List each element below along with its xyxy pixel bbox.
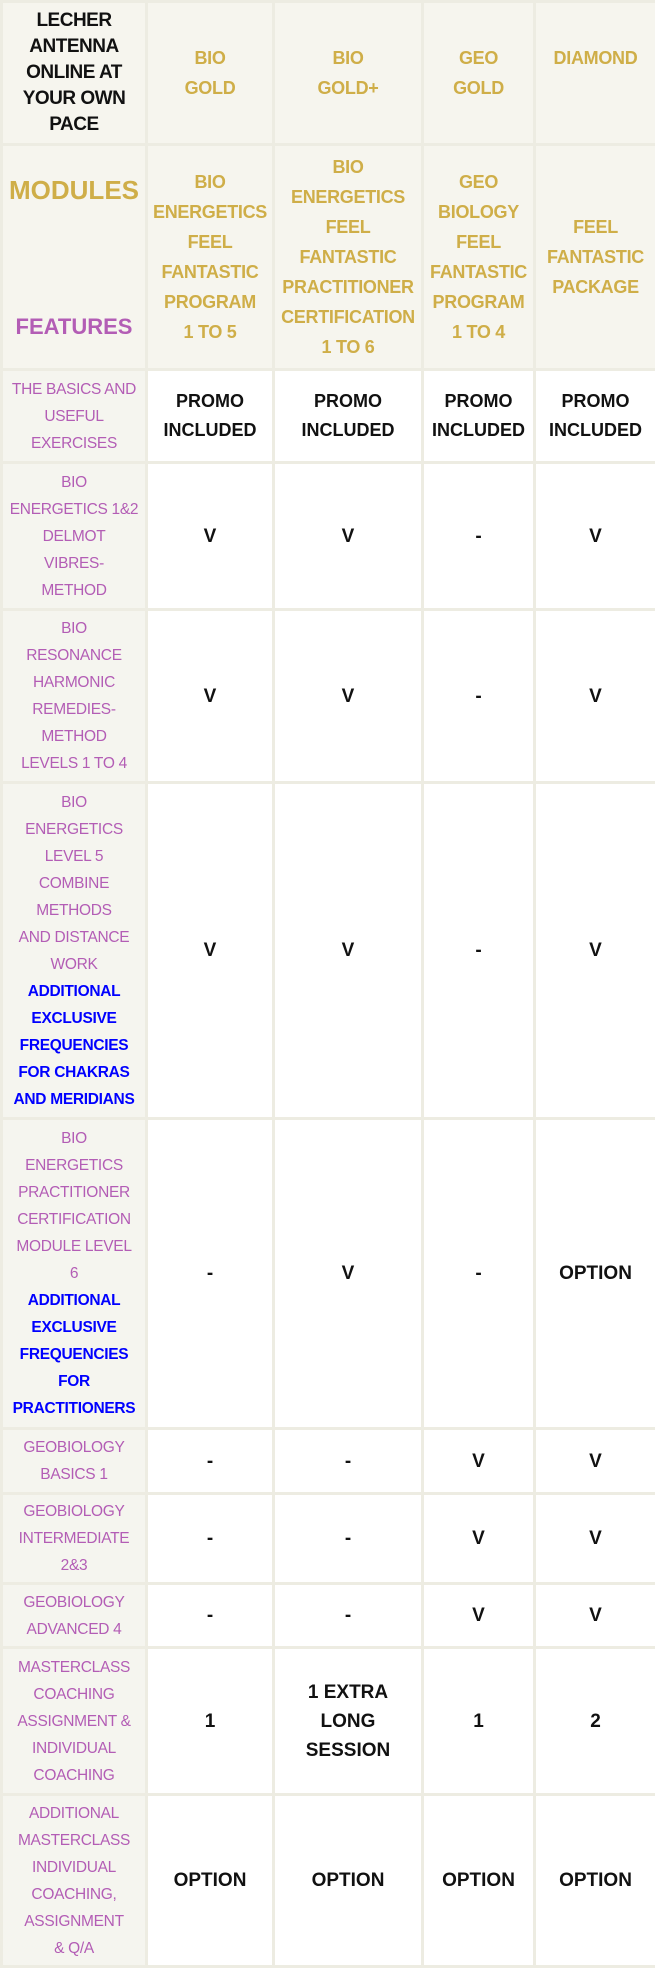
feature-value: PROMO INCLUDED (424, 371, 533, 461)
feature-value: PROMO INCLUDED (148, 371, 272, 461)
feature-value: - (148, 1495, 272, 1582)
feature-value: V (148, 611, 272, 781)
plan-bio-gold: BIO GOLD (148, 3, 272, 143)
feature-label-text: GEOBIOLOGY INTERMEDIATE 2&3 (18, 1503, 130, 1574)
feature-value: V (536, 1585, 655, 1646)
feature-extra-text: ADDITIONAL EXCLUSIVE FREQUENCIES FOR CHA… (13, 982, 135, 1108)
feature-value: V (148, 784, 272, 1117)
feature-value: V (536, 611, 655, 781)
table-title: LECHER ANTENNA ONLINE AT YOUR OWN PACE (3, 3, 145, 143)
feature-row: BIO ENERGETICS PRACTITIONER CERTIFICATIO… (3, 1120, 655, 1427)
feature-value: V (275, 464, 421, 608)
feature-value: - (148, 1430, 272, 1492)
feature-label: GEOBIOLOGY INTERMEDIATE 2&3 (3, 1495, 145, 1582)
plan-diamond: DIAMOND (536, 3, 655, 143)
feature-extra-text: ADDITIONAL EXCLUSIVE FREQUENCIES FOR PRA… (12, 1292, 136, 1417)
feature-row: BIO RESONANCE HARMONIC REMEDIES- METHOD … (3, 611, 655, 781)
feature-value: 2 (536, 1649, 655, 1793)
feature-value: V (148, 464, 272, 608)
feature-value: 1 (424, 1649, 533, 1793)
feature-label-text: GEOBIOLOGY BASICS 1 (23, 1439, 125, 1483)
feature-value: OPTION (424, 1796, 533, 1965)
feature-value: - (424, 611, 533, 781)
feature-value: V (275, 784, 421, 1117)
feature-label: BIO RESONANCE HARMONIC REMEDIES- METHOD … (3, 611, 145, 781)
feature-value: V (424, 1430, 533, 1492)
feature-label: THE BASICS AND USEFUL EXERCISES (3, 371, 145, 461)
feature-row: MASTERCLASS COACHING ASSIGNMENT & INDIVI… (3, 1649, 655, 1793)
module-cell: BIO ENERGETICS FEEL FANTASTIC PROGRAM 1 … (148, 146, 272, 368)
feature-label: GEOBIOLOGY BASICS 1 (3, 1430, 145, 1492)
feature-value: - (424, 464, 533, 608)
feature-value: V (536, 464, 655, 608)
feature-value: - (148, 1585, 272, 1646)
modules-label: MODULES (9, 174, 139, 205)
feature-label-text: BIO ENERGETICS 1&2 DELMOT VIBRES- METHOD (9, 473, 139, 599)
feature-value: 1 EXTRA LONG SESSION (275, 1649, 421, 1793)
feature-label-text: BIO RESONANCE HARMONIC REMEDIES- METHOD … (21, 620, 127, 772)
plan-bio-gold-plus: BIO GOLD+ (275, 3, 421, 143)
feature-label: BIO ENERGETICS 1&2 DELMOT VIBRES- METHOD (3, 464, 145, 608)
feature-row: BIO ENERGETICS 1&2 DELMOT VIBRES- METHOD… (3, 464, 655, 608)
feature-value: V (424, 1495, 533, 1582)
feature-value: - (275, 1585, 421, 1646)
feature-value: - (275, 1430, 421, 1492)
module-cell: GEO BIOLOGY FEEL FANTASTIC PROGRAM 1 TO … (424, 146, 533, 368)
feature-label-text: THE BASICS AND USEFUL EXERCISES (11, 380, 137, 452)
feature-label: GEOBIOLOGY ADVANCED 4 (3, 1585, 145, 1646)
feature-value: - (275, 1495, 421, 1582)
feature-value: - (148, 1120, 272, 1427)
plan-header-row: LECHER ANTENNA ONLINE AT YOUR OWN PACE B… (3, 3, 655, 143)
feature-label-text: GEOBIOLOGY ADVANCED 4 (23, 1593, 125, 1638)
feature-row: ADDITIONAL MASTERCLASS INDIVIDUAL COACHI… (3, 1796, 655, 1965)
feature-row: GEOBIOLOGY INTERMEDIATE 2&3- - V V (3, 1495, 655, 1582)
feature-value: V (424, 1585, 533, 1646)
feature-label-text: MASTERCLASS COACHING ASSIGNMENT & INDIVI… (17, 1658, 131, 1784)
modules-features-cell: MODULES FEATURES (3, 146, 145, 368)
feature-value: OPTION (148, 1796, 272, 1965)
feature-label: BIO ENERGETICS LEVEL 5 COMBINE METHODS A… (3, 784, 145, 1117)
feature-value: - (424, 1120, 533, 1427)
feature-value: OPTION (275, 1796, 421, 1965)
feature-value: 1 (148, 1649, 272, 1793)
feature-value: PROMO INCLUDED (536, 371, 655, 461)
modules-row: MODULES FEATURES BIO ENERGETICS FEEL FAN… (3, 146, 655, 368)
plan-geo-gold: GEO GOLD (424, 3, 533, 143)
feature-value: V (275, 1120, 421, 1427)
feature-label: MASTERCLASS COACHING ASSIGNMENT & INDIVI… (3, 1649, 145, 1793)
module-cell: FEEL FANTASTIC PACKAGE (536, 146, 655, 368)
feature-value: V (536, 1495, 655, 1582)
feature-value: V (536, 784, 655, 1117)
feature-row: THE BASICS AND USEFUL EXERCISES PROMO INC… (3, 371, 655, 461)
feature-label-text: ADDITIONAL MASTERCLASS INDIVIDUAL COACHI… (17, 1804, 131, 1957)
feature-value: PROMO INCLUDED (275, 371, 421, 461)
feature-value: V (536, 1430, 655, 1492)
feature-label: ADDITIONAL MASTERCLASS INDIVIDUAL COACHI… (3, 1796, 145, 1965)
module-cell: BIO ENERGETICS FEEL FANTASTIC PRACTITION… (275, 146, 421, 368)
feature-label-text: BIO ENERGETICS PRACTITIONER CERTIFICATIO… (16, 1130, 132, 1282)
feature-label-text: BIO ENERGETICS LEVEL 5 COMBINE METHODS A… (18, 793, 130, 973)
feature-value: - (424, 784, 533, 1117)
feature-value: OPTION (536, 1796, 655, 1965)
feature-value: V (275, 611, 421, 781)
feature-label: BIO ENERGETICS PRACTITIONER CERTIFICATIO… (3, 1120, 145, 1427)
feature-value: OPTION (536, 1120, 655, 1427)
features-label: FEATURES (15, 313, 133, 339)
feature-row: BIO ENERGETICS LEVEL 5 COMBINE METHODS A… (3, 784, 655, 1117)
